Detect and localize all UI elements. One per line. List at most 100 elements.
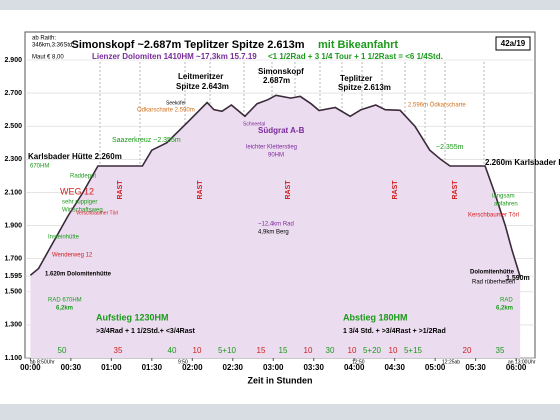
y-tick-label: 1.700 xyxy=(4,256,22,263)
segment-minutes: 15 xyxy=(257,346,266,355)
annotation: 1.590m xyxy=(506,275,530,282)
chart-title: Simonskopf ~2.687m Teplitzer Spitze 2.61… xyxy=(71,39,304,51)
annotation: Wirtschaftsweg xyxy=(62,208,103,214)
x-tick-label: 02:00 xyxy=(182,363,203,372)
annotation: RAD 670HM xyxy=(48,298,82,304)
annotation: 4,9km Berg xyxy=(258,230,289,236)
task-bar xyxy=(0,404,560,420)
segment-minutes: 5+20 xyxy=(363,346,382,355)
window-bar xyxy=(0,0,560,10)
x-tick-label: 05:00 xyxy=(425,363,446,372)
y-tick-label: 2.300 xyxy=(4,156,22,163)
annotation: 2.596m Ödkarscharte xyxy=(408,102,466,109)
annotation: Rad rüberheben xyxy=(472,280,515,286)
segment-minutes: 35 xyxy=(496,346,505,355)
x-tick-label: 05:30 xyxy=(465,363,486,372)
annotation: ~2.355m xyxy=(436,144,464,151)
annotation: 1 3/4 Std. + >3/4Rast + >1/2Rad xyxy=(343,328,446,335)
rast-label: RAST xyxy=(197,180,204,200)
annotation: Seekofel xyxy=(166,100,185,106)
y-tick-label: 2.500 xyxy=(4,123,22,130)
annotation: Dolomitenhütte xyxy=(470,270,515,276)
time-note: 9:50 xyxy=(178,359,188,365)
annotation: Raddepot xyxy=(70,174,96,180)
x-tick-label: 00:30 xyxy=(61,363,82,372)
x-tick-label: 01:00 xyxy=(101,363,122,372)
segment-minutes: 10 xyxy=(193,346,202,355)
time-note: 12:50 xyxy=(352,359,365,365)
annotation: Aufstieg 1230HM xyxy=(96,312,169,322)
segment-minutes: 30 xyxy=(326,346,335,355)
annotation: langsam xyxy=(492,194,515,200)
segment-minutes: 10 xyxy=(348,346,357,355)
y-tick-label: 1.500 xyxy=(4,289,22,296)
annotation: WEG 12 xyxy=(60,186,94,196)
segment-minutes: 5+10 xyxy=(218,346,237,355)
y-tick-label: 2.900 xyxy=(4,57,22,64)
y-tick-label: 2.700 xyxy=(4,90,22,97)
annotation: leichter Kletterstieg xyxy=(246,145,297,151)
x-axis-title: Zeit in Stunden xyxy=(248,375,313,385)
time-note: 12:25ab xyxy=(442,359,460,365)
annotation: Ödkarscharte 2.590m xyxy=(137,107,195,114)
x-tick-label: 04:30 xyxy=(384,363,405,372)
rast-label: RAST xyxy=(117,180,124,200)
annotation: Verschbaumer Törl xyxy=(76,210,118,216)
annotation: Saazerkreuz ~2.355m xyxy=(112,137,181,144)
x-tick-label: 01:30 xyxy=(142,363,163,372)
rast-label: RAST xyxy=(285,180,292,200)
x-tick-label: 03:30 xyxy=(303,363,324,372)
x-tick-label: 02:30 xyxy=(223,363,244,372)
annotation: 2.687m xyxy=(263,76,290,85)
segment-minutes: 35 xyxy=(114,346,123,355)
time-note: ab 8:50Uhr xyxy=(30,359,55,365)
info: Maut € 8,00 xyxy=(32,55,64,61)
annotation: Schneetal xyxy=(243,121,265,127)
annotation: Südgrat A-B xyxy=(258,126,305,135)
x-tick-label: 04:00 xyxy=(344,363,365,372)
segment-minutes: 15 xyxy=(279,346,288,355)
annotation: Wenderweg 12 xyxy=(52,253,93,259)
annotation: Kerschbaumer Törl xyxy=(468,213,519,219)
y-tick-label: 1.300 xyxy=(4,322,22,329)
annotation: Spitze 2.643m xyxy=(176,82,229,91)
segment-minutes: 40 xyxy=(168,346,177,355)
annotation: Spitze 2.613m xyxy=(338,83,391,92)
y-tick-label: 2.100 xyxy=(4,189,22,196)
annotation: 2.260m Karlsbader H. xyxy=(485,158,560,167)
subtitle: Lienzer Dolomiten 1410HM ~17,3km 15.7.19 xyxy=(92,52,257,61)
segment-minutes: 20 xyxy=(463,346,472,355)
segment-minutes: 50 xyxy=(58,346,67,355)
annotation: Karlsbader Hütte 2.260m xyxy=(28,152,122,161)
profile-line xyxy=(29,94,521,278)
annotation: Teplitzer xyxy=(340,74,372,83)
annotation: 6,2km xyxy=(56,306,73,312)
summary: <1 1/2Rad + 3 1/4 Tour + 1 1/2Rast = <6 … xyxy=(268,52,443,61)
annotation: 1.620m Dolomitenhütte xyxy=(45,272,112,278)
segment-minutes: 10 xyxy=(304,346,313,355)
annotation: sehr ruppiger xyxy=(62,200,97,206)
annotation: 670HM xyxy=(30,164,49,170)
time-note: an 13:00Uhr xyxy=(508,359,536,365)
annotation: Abstieg 180HM xyxy=(343,312,408,322)
annotation: Simonskopf xyxy=(258,67,304,76)
profile-area xyxy=(30,95,521,359)
annotation: 90HM xyxy=(268,153,284,159)
annotation: Insteinhütte xyxy=(48,235,80,241)
title-suffix: mit Bikeanfahrt xyxy=(318,39,398,51)
x-tick-label: 06:00 xyxy=(506,363,527,372)
annotation: RAD xyxy=(500,298,513,304)
badge: 42a/19 xyxy=(501,39,526,48)
segment-minutes: 5+15 xyxy=(404,346,423,355)
badge-box xyxy=(495,36,531,51)
annotation: Leitmeritzer xyxy=(178,72,223,81)
info: 346km,3:36Std. xyxy=(32,43,74,49)
rast-label: RAST xyxy=(452,180,459,200)
y-tick-label: 1.595 xyxy=(4,273,22,280)
annotation: 6,2km xyxy=(496,306,513,312)
info: ab Raith: xyxy=(32,36,56,42)
annotation: abfahren xyxy=(494,202,518,208)
annotation: ~12,4km Rad xyxy=(258,222,294,228)
segment-minutes: 10 xyxy=(389,346,398,355)
